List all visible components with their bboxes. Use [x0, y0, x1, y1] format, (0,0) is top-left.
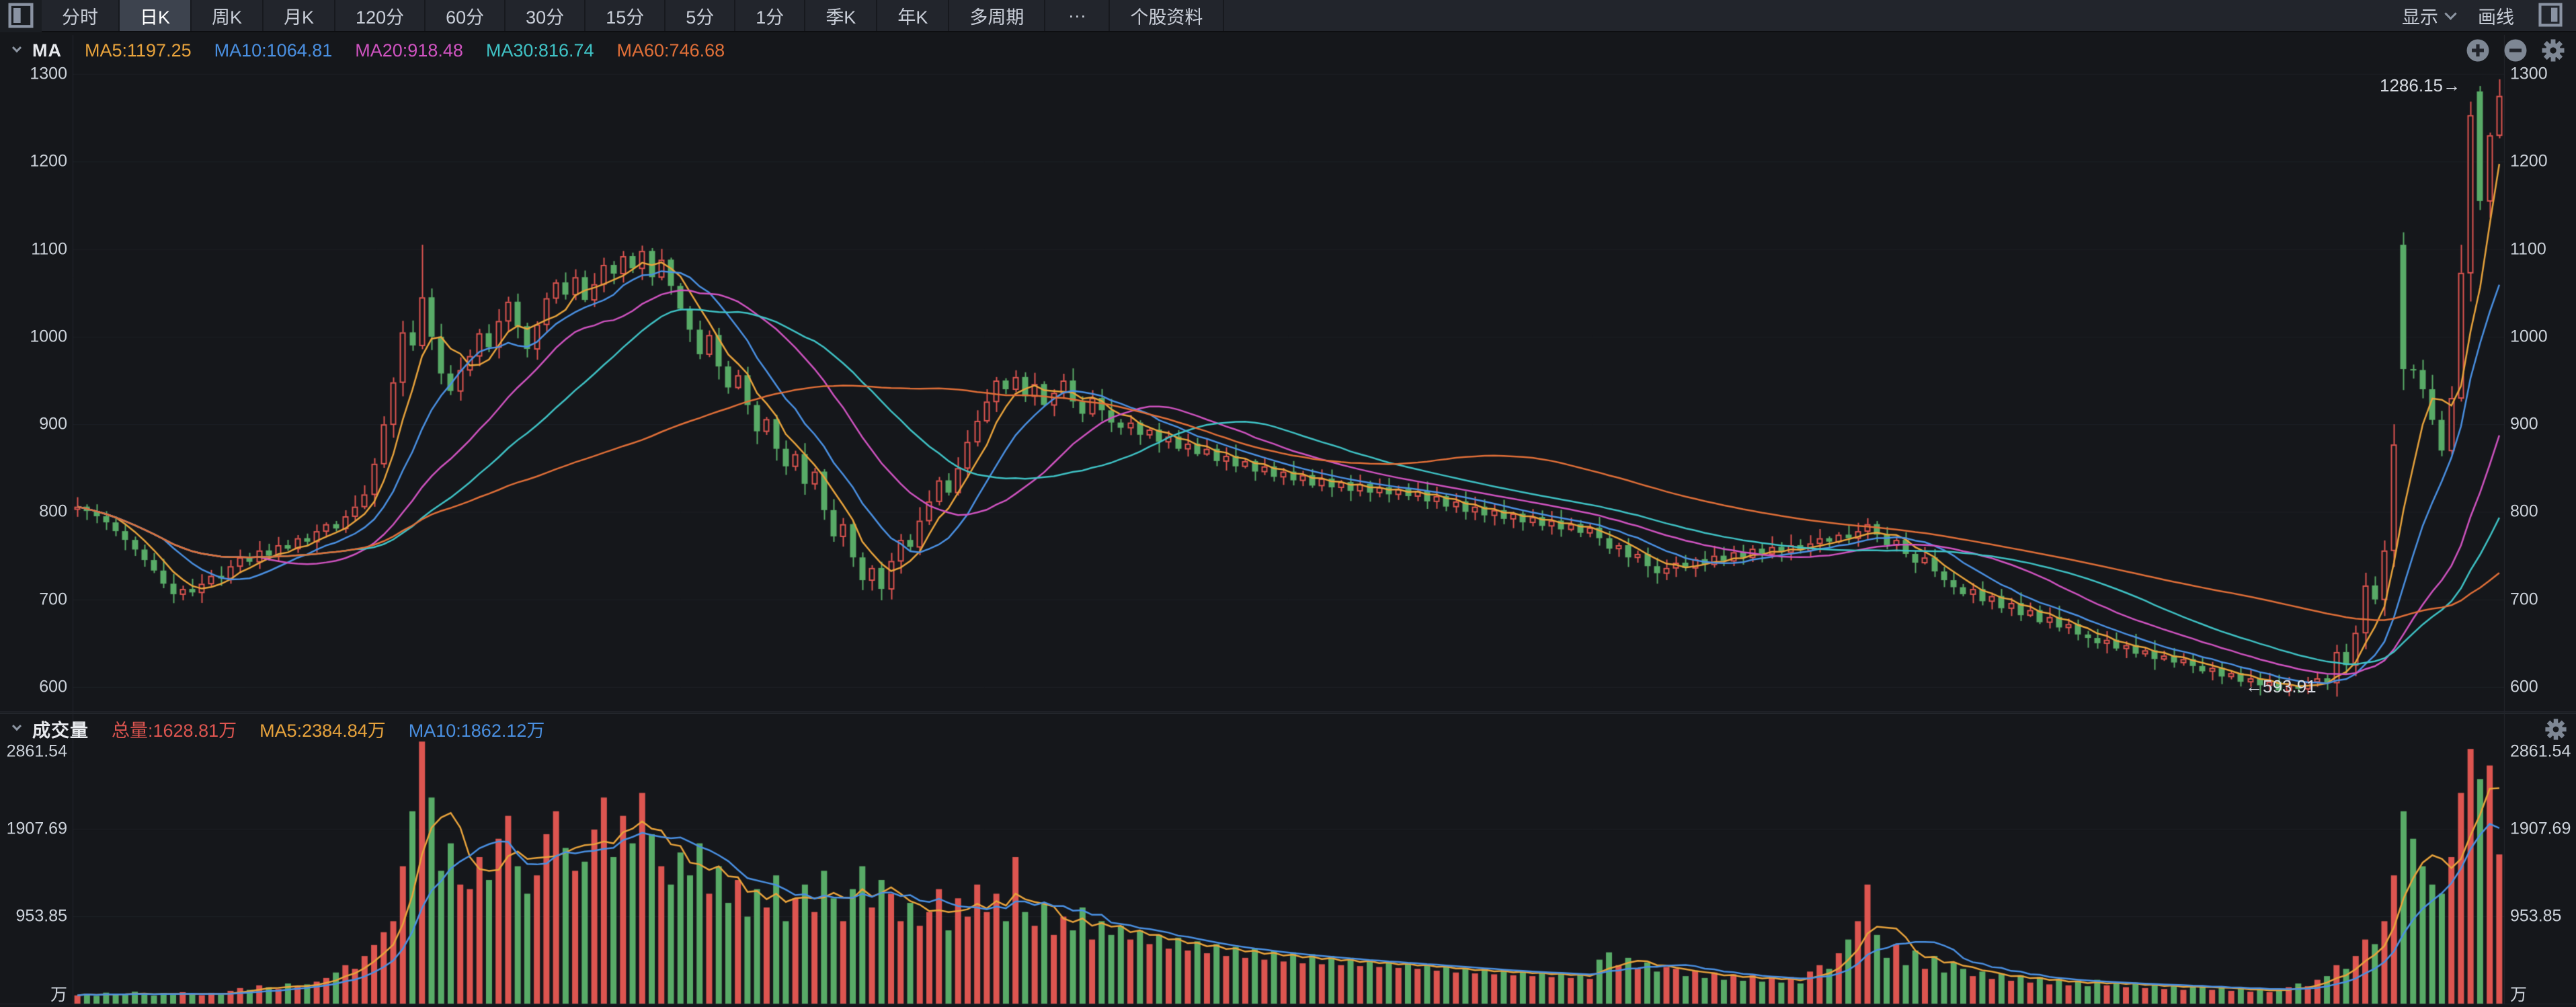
low-price-annotation: ←593.91: [2245, 676, 2317, 696]
ma30-value: MA30:816.74: [485, 40, 594, 61]
tab-more[interactable]: ···: [1045, 0, 1111, 31]
tab-weekly-k[interactable]: 周K: [192, 0, 264, 31]
ma5-value: MA5:1197.25: [85, 40, 192, 61]
volume-indicator-row: 成交量 总量:1628.81万 MA5:2384.84万 MA10:1862.1…: [0, 713, 2576, 743]
minus-circle-icon: [2503, 38, 2528, 65]
panel-right-icon: [2538, 2, 2563, 30]
price-pane-actions: [2464, 38, 2567, 65]
draw-line-label: 画线: [2478, 7, 2514, 28]
chevron-down-icon: [2444, 7, 2457, 20]
price-settings-button[interactable]: [2540, 38, 2567, 65]
draw-line-button[interactable]: 画线: [2478, 3, 2514, 29]
tab-fenshi[interactable]: 分时: [42, 0, 120, 31]
volume-ma5-value: MA5:2384.84万: [259, 720, 386, 741]
tab-30min[interactable]: 30分: [506, 0, 586, 31]
tab-quarterly-k[interactable]: 季K: [805, 0, 878, 31]
tab-1min[interactable]: 1分: [735, 0, 806, 31]
zoom-in-button[interactable]: [2464, 38, 2491, 65]
collapse-volume-chevron-icon[interactable]: [11, 721, 22, 731]
volume-settings-button[interactable]: [2542, 717, 2569, 743]
ma10-value: MA10:1064.81: [214, 40, 333, 61]
high-price-annotation: 1286.15→: [2380, 75, 2460, 95]
tab-daily-k[interactable]: 日K: [120, 0, 192, 31]
toolbar-right: 显示 画线: [2402, 0, 2576, 31]
collapse-ma-chevron-icon[interactable]: [11, 43, 22, 53]
volume-total-value: 总量:1628.81万: [112, 720, 237, 741]
gear-icon: [2541, 38, 2565, 65]
layout-toggle-button[interactable]: [2537, 2, 2564, 29]
sidebar-toggle-button[interactable]: [0, 0, 42, 32]
tab-stock-info[interactable]: 个股资料: [1110, 0, 1225, 31]
display-menu-button[interactable]: 显示: [2402, 3, 2457, 29]
ma20-value: MA20:918.48: [355, 40, 463, 61]
panel-left-icon: [7, 2, 34, 31]
toolbar: 分时 日K 周K 月K 120分 60分 30分 15分 5分 1分 季K 年K…: [0, 0, 2576, 32]
period-tabs: 分时 日K 周K 月K 120分 60分 30分 15分 5分 1分 季K 年K…: [42, 0, 1225, 31]
tab-yearly-k[interactable]: 年K: [877, 0, 950, 31]
plus-circle-icon: [2466, 38, 2490, 65]
ma-indicator-row: MA MA5:1197.25 MA10:1064.81 MA20:918.48 …: [0, 35, 2576, 66]
tab-monthly-k[interactable]: 月K: [264, 0, 336, 31]
toolbar-spacer: [1224, 0, 2402, 31]
tab-120min[interactable]: 120分: [335, 0, 426, 31]
zoom-out-button[interactable]: [2502, 38, 2529, 65]
tab-60min[interactable]: 60分: [426, 0, 506, 31]
chart-canvas[interactable]: [0, 32, 2576, 1007]
display-menu-label: 显示: [2402, 7, 2438, 28]
tab-5min[interactable]: 5分: [666, 0, 736, 31]
tab-multi-period[interactable]: 多周期: [949, 0, 1046, 31]
volume-ma10-value: MA10:1862.12万: [408, 720, 545, 741]
tab-15min[interactable]: 15分: [586, 0, 666, 31]
volume-title: 成交量: [32, 720, 89, 741]
ma60-value: MA60:746.68: [616, 40, 725, 61]
gear-icon: [2544, 718, 2567, 743]
ma-indicator-title: MA: [32, 40, 62, 61]
